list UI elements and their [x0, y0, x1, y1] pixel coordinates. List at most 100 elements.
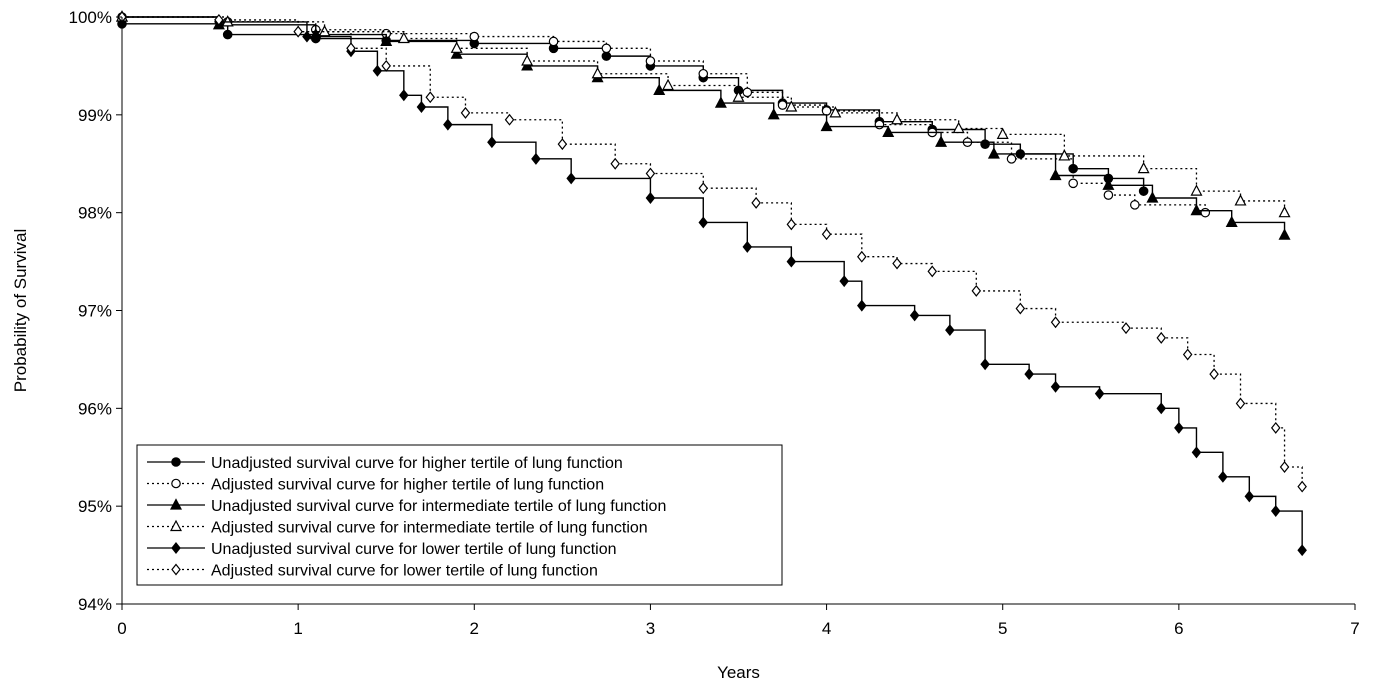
data-point — [1049, 168, 1062, 181]
data-point — [1138, 186, 1149, 196]
data-point — [487, 136, 497, 149]
legend-item: Unadjusted survival curve for lower tert… — [147, 541, 617, 558]
data-point — [548, 36, 559, 47]
data-point — [425, 91, 436, 104]
data-point — [214, 13, 224, 26]
data-point — [601, 51, 612, 61]
data-point — [1068, 178, 1078, 189]
data-point — [1279, 461, 1290, 473]
data-point — [698, 216, 709, 229]
series-6 — [117, 11, 1307, 493]
data-point — [767, 108, 780, 120]
data-point — [1006, 154, 1017, 164]
x-tick-label: 2 — [470, 619, 479, 638]
data-point — [1182, 348, 1193, 361]
data-point — [504, 113, 515, 126]
data-point — [1278, 228, 1291, 240]
data-point — [821, 106, 832, 116]
series-line — [122, 23, 1145, 192]
data-point — [874, 119, 885, 130]
data-point — [416, 101, 427, 113]
legend: Unadjusted survival curve for higher ter… — [136, 444, 783, 586]
data-point — [971, 284, 982, 297]
y-axis-title: Probability of Survival — [11, 229, 30, 392]
data-point — [302, 30, 312, 43]
data-point — [1218, 470, 1228, 483]
data-point — [645, 192, 656, 204]
data-point — [1130, 200, 1140, 210]
data-point — [399, 89, 409, 102]
data-point — [857, 250, 867, 263]
data-point — [698, 68, 709, 79]
data-point — [698, 182, 709, 195]
data-point — [891, 112, 904, 125]
legend-item: Adjusted survival curve for higher terti… — [147, 477, 604, 494]
data-point — [1137, 161, 1150, 174]
data-point — [450, 41, 463, 53]
data-point — [1200, 207, 1211, 218]
legend-marker — [171, 457, 181, 467]
y-tick-label: 99% — [78, 106, 112, 125]
data-point — [222, 29, 233, 40]
data-point — [1156, 331, 1167, 344]
data-point — [1278, 205, 1291, 218]
data-point — [450, 47, 463, 59]
legend-marker — [171, 542, 181, 554]
y-tick-label: 97% — [78, 302, 112, 321]
data-point — [645, 56, 656, 66]
data-point — [892, 257, 902, 270]
data-point — [1225, 215, 1238, 228]
data-point — [1190, 184, 1203, 196]
legend-box — [136, 444, 783, 586]
x-tick-label: 6 — [1174, 619, 1183, 638]
y-tick-label: 94% — [78, 595, 112, 614]
data-point — [1146, 191, 1159, 203]
legend-marker — [170, 519, 182, 532]
data-point — [566, 172, 576, 185]
x-axis-title: Years — [717, 663, 760, 682]
x-tick-label: 7 — [1350, 619, 1359, 638]
legend-label: Unadjusted survival curve for lower tert… — [211, 541, 617, 558]
data-point — [460, 106, 471, 119]
data-point — [1121, 322, 1131, 335]
series-line — [122, 16, 1206, 213]
data-point — [1050, 380, 1061, 393]
y-tick-label: 95% — [78, 497, 112, 516]
data-point — [1094, 387, 1105, 400]
data-point — [839, 275, 849, 288]
y-tick-label: 98% — [78, 204, 112, 223]
data-point — [1235, 397, 1246, 410]
data-point — [1102, 178, 1115, 190]
series-2 — [117, 12, 1211, 218]
data-point — [397, 31, 410, 44]
data-point — [221, 15, 234, 27]
series-3 — [116, 10, 1291, 240]
y-tick-label: 96% — [78, 399, 112, 418]
data-point — [1174, 421, 1184, 434]
data-point — [1209, 368, 1219, 381]
data-point — [318, 24, 331, 37]
data-point — [952, 121, 965, 134]
data-point — [909, 309, 920, 322]
data-point — [645, 167, 656, 180]
data-point — [882, 125, 895, 138]
data-point — [1190, 203, 1203, 216]
data-point — [1270, 505, 1281, 518]
legend-label: Unadjusted survival curve for higher ter… — [211, 455, 623, 472]
data-point — [742, 87, 753, 98]
data-point — [1234, 194, 1247, 206]
data-point — [829, 106, 842, 118]
x-tick-label: 5 — [998, 619, 1007, 638]
data-point — [380, 34, 393, 47]
legend-item: Adjusted survival curve for intermediate… — [147, 520, 648, 537]
legend-marker — [170, 498, 182, 510]
data-point — [987, 147, 1000, 159]
data-point — [742, 240, 753, 253]
data-point — [610, 157, 620, 170]
data-point — [980, 358, 990, 371]
data-point — [732, 90, 745, 102]
data-point — [469, 31, 480, 42]
data-point — [443, 118, 453, 131]
data-point — [557, 138, 568, 151]
data-point — [820, 119, 833, 132]
